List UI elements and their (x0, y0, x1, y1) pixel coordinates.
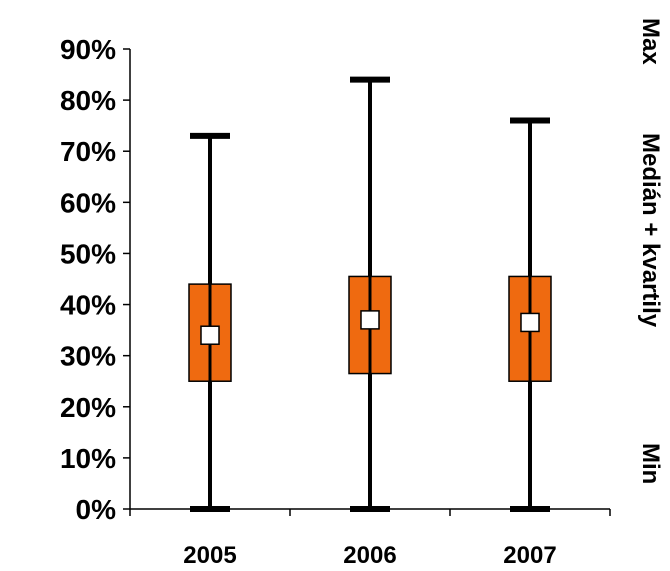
side-legend: Max Medián + kvartily Min (637, 18, 664, 484)
box-2006 (348, 76, 392, 512)
x-tick-label: 2006 (343, 542, 396, 569)
x-tick-label: 2005 (183, 542, 236, 569)
y-tick-label: 90% (60, 34, 116, 65)
y-tick-label: 0% (76, 494, 117, 525)
y-tick-label: 80% (60, 85, 116, 116)
y-tick-label: 20% (60, 392, 116, 423)
y-tick-label: 30% (60, 341, 116, 372)
y-tick-label: 70% (60, 136, 116, 167)
x-tick-label: 2007 (503, 542, 556, 569)
legend-label-max: Max (637, 18, 664, 65)
y-tick-label: 40% (60, 290, 116, 321)
y-tick-label: 10% (60, 443, 116, 474)
median-marker (520, 312, 540, 333)
box-plot-marks (188, 76, 552, 512)
legend-label-min: Min (637, 443, 664, 484)
box-2007 (508, 117, 552, 512)
box-2005 (188, 132, 232, 512)
median-marker (360, 310, 380, 330)
legend-label-box: Medián + kvartily (637, 133, 664, 328)
median-marker (200, 325, 220, 345)
y-tick-label: 50% (60, 238, 116, 269)
axes: 0% 10% 20% 30% 40% 50% 60% 70% 80% 90% 2005 2006 200… (60, 34, 611, 569)
y-tick-label: 60% (60, 187, 116, 218)
